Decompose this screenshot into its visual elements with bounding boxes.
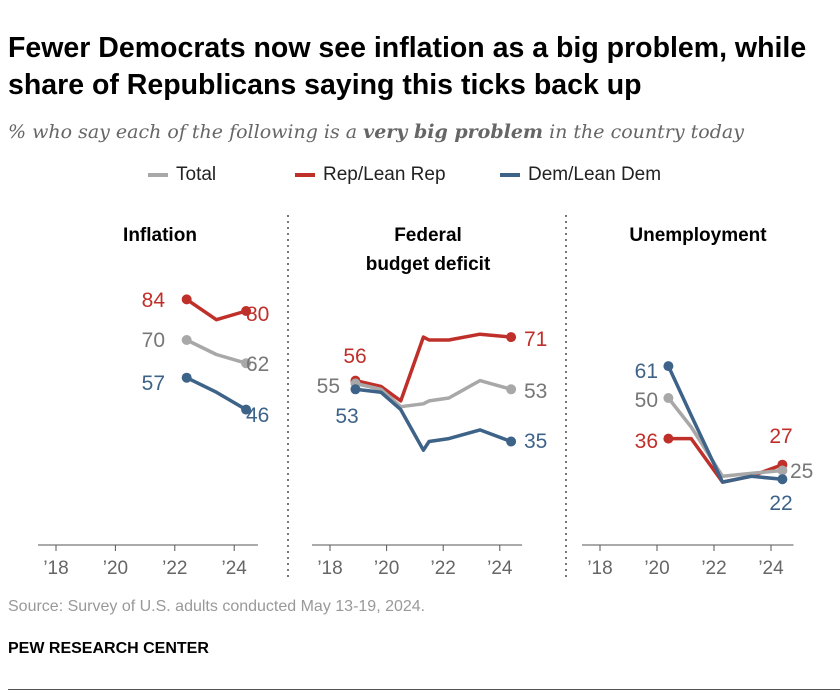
- x-tick-label: ’18: [317, 558, 342, 579]
- x-tick-label: ’18: [43, 558, 68, 579]
- data-label: 46: [246, 404, 269, 427]
- legend-item-dem: Dem/Lean Dem: [500, 164, 661, 186]
- chart-title: Fewer Democrats now see inflation as a b…: [8, 32, 807, 101]
- data-label: 50: [635, 389, 658, 412]
- series-line-total: [185, 338, 247, 365]
- x-tick-label: ’18: [587, 558, 612, 579]
- data-point: [350, 384, 361, 395]
- data-point: [663, 433, 674, 444]
- data-point: [506, 332, 517, 343]
- series-line-total: [355, 378, 512, 409]
- data-label: 35: [524, 430, 547, 453]
- panel-title: Inflation: [123, 225, 197, 246]
- series-line-rep-lean-rep: [355, 332, 512, 403]
- x-tick-label: ’20: [103, 558, 128, 579]
- legend-label: Dem/Lean Dem: [528, 164, 662, 185]
- data-label: 57: [142, 372, 165, 395]
- x-tick-label: ’24: [487, 558, 513, 579]
- series-line-dem-lean-dem: [355, 387, 512, 452]
- data-point: [777, 465, 788, 476]
- data-label: 84: [142, 289, 166, 312]
- bottom-rule: [8, 689, 840, 690]
- panel-title: Federal: [394, 225, 462, 246]
- data-point: [241, 358, 252, 369]
- data-label: 55: [317, 375, 340, 398]
- data-label: 22: [769, 492, 792, 515]
- series-line-rep-lean-rep: [185, 297, 247, 322]
- legend-label: Total: [176, 164, 217, 185]
- data-point: [241, 306, 252, 316]
- data-point: [181, 294, 192, 305]
- panel-title: Unemployment: [629, 225, 767, 246]
- x-tick-label: ’24: [222, 558, 248, 579]
- data-label: 61: [635, 360, 658, 383]
- data-point: [181, 335, 192, 345]
- legend-item-total: Total: [148, 164, 216, 186]
- series-line-dem-lean-dem: [185, 376, 247, 412]
- data-label: 27: [769, 425, 792, 448]
- data-label: 71: [524, 328, 547, 351]
- x-tick-label: ’20: [374, 558, 399, 579]
- data-label: 62: [246, 353, 269, 376]
- brand-logo: PEW RESEARCH CENTER: [8, 640, 209, 657]
- data-label: 80: [246, 303, 269, 326]
- source-note: Source: Survey of U.S. adults conducted …: [8, 598, 426, 615]
- data-point: [663, 361, 674, 372]
- data-label: 56: [343, 345, 366, 368]
- legend-swatch: [295, 173, 315, 177]
- subtitle-text-end: in the country today: [543, 121, 744, 143]
- subtitle-emphasis: very big problem: [363, 121, 544, 143]
- data-point: [777, 474, 788, 485]
- data-label: 53: [524, 380, 547, 403]
- legend-label: Rep/Lean Rep: [323, 164, 446, 185]
- data-point: [181, 372, 192, 383]
- legend-item-rep: Rep/Lean Rep: [295, 164, 446, 186]
- data-point: [663, 393, 674, 403]
- data-label: 70: [142, 329, 165, 352]
- x-tick-label: ’20: [644, 558, 669, 579]
- x-tick-label: ’24: [758, 558, 784, 579]
- chart-subtitle: % who say each of the following is a ver…: [8, 121, 744, 143]
- data-point: [241, 404, 252, 415]
- x-tick-label: ’22: [431, 558, 456, 579]
- data-label: 25: [790, 460, 813, 483]
- data-label: 53: [335, 405, 358, 428]
- subtitle-text: % who say each of the following is a: [8, 121, 364, 143]
- series-line-total: [667, 396, 783, 479]
- x-tick-label: ’22: [162, 558, 187, 579]
- data-point: [506, 384, 517, 395]
- legend-swatch: [148, 173, 168, 177]
- series-line-dem-lean-dem: [666, 365, 783, 484]
- x-tick-label: ’22: [701, 558, 726, 579]
- data-label: 36: [635, 430, 658, 453]
- panel-title: budget deficit: [366, 254, 491, 275]
- legend-swatch: [500, 173, 520, 177]
- data-point: [506, 436, 517, 447]
